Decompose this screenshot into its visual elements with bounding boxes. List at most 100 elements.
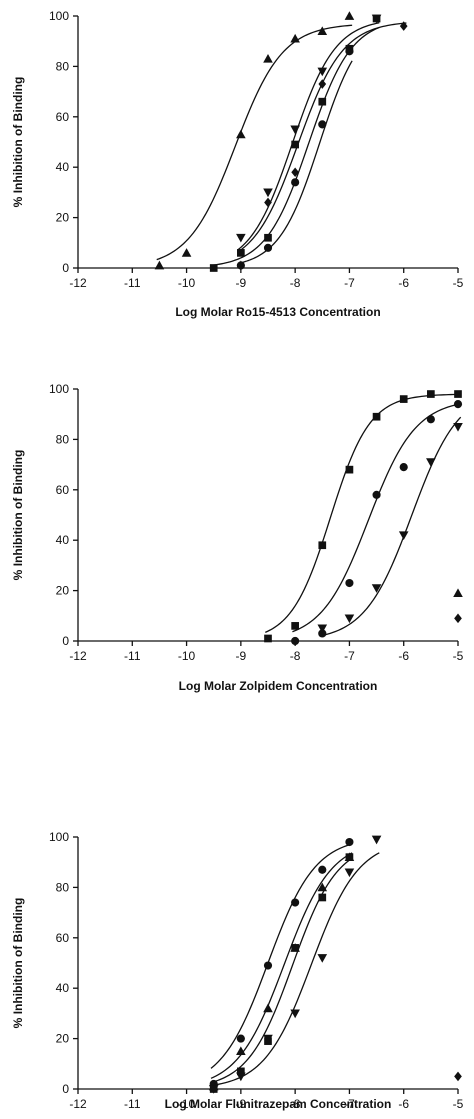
x-tick-label: -10 <box>178 649 196 663</box>
data-point-triangle-up <box>263 54 273 63</box>
data-point-circle <box>345 837 354 847</box>
x-tick-label: -8 <box>290 276 301 290</box>
data-point-square <box>209 264 218 272</box>
data-point-triangle-down <box>453 422 463 432</box>
data-point-triangle-up <box>290 33 300 43</box>
data-point-circle <box>345 578 354 588</box>
data-point-triangle-down <box>344 614 355 624</box>
series-triangle-down <box>236 14 382 251</box>
x-tick-label: -9 <box>236 1097 247 1111</box>
data-point-triangle-down <box>236 1072 246 1082</box>
data-point-diamond <box>318 79 327 89</box>
fit-curve-triangle-down <box>319 416 462 637</box>
x-tick-label: -10 <box>178 1097 196 1111</box>
y-axis-title: % Inhibition of Binding <box>11 77 25 208</box>
x-tick-label: -11 <box>124 1097 141 1111</box>
data-point-square <box>291 944 299 952</box>
data-point-triangle-up <box>154 260 165 270</box>
data-point-square <box>345 465 354 474</box>
series-triangle-up <box>208 852 355 1091</box>
data-point-circle <box>318 120 327 129</box>
data-point-square <box>454 390 462 398</box>
x-tick-label: -8 <box>290 1097 301 1111</box>
series-triangle-up <box>453 588 463 597</box>
data-point-triangle-down <box>208 1085 219 1094</box>
y-tick-label: 80 <box>56 880 70 894</box>
data-point-square <box>264 233 272 242</box>
data-point-triangle-up <box>236 129 246 139</box>
y-tick-label: 40 <box>56 160 70 174</box>
x-tick-label: -8 <box>290 649 301 663</box>
chart-flunitrazepam: 0 20 40 60 80 100 -12 -11 -10 -9 -8 -7 -6 -5 Log Molar… <box>11 830 464 1111</box>
x-axis-title: Log Molar Zolpidem Concentration <box>179 679 378 693</box>
data-point-triangle-down <box>290 125 300 135</box>
y-tick-label: 0 <box>62 634 69 648</box>
data-point-circle <box>372 490 381 499</box>
data-point-circle <box>318 865 327 874</box>
data-point-diamond <box>399 21 408 31</box>
data-point-circle <box>263 961 273 970</box>
data-point-triangle-down <box>263 188 273 198</box>
data-point-circle <box>291 898 300 907</box>
data-point-square <box>291 140 299 149</box>
data-point-circle <box>453 400 463 409</box>
y-tick-label: 60 <box>56 110 70 124</box>
y-tick-label: 100 <box>49 382 69 396</box>
data-point-square <box>318 893 327 902</box>
series-triangle-up <box>154 11 355 270</box>
x-tick-label: -11 <box>124 276 141 290</box>
series-diamond <box>454 613 462 624</box>
data-point-square <box>237 249 245 257</box>
x-tick-label: -12 <box>69 276 87 290</box>
x-axis-title: Log Molar Ro15-4513 Concentration <box>175 305 380 319</box>
series-diamond <box>454 1071 462 1082</box>
data-point-triangle-down <box>263 1034 273 1044</box>
data-point-square <box>237 1067 245 1076</box>
data-point-circle <box>236 1034 245 1043</box>
data-point-triangle-up <box>453 588 463 597</box>
data-point-diamond <box>264 197 272 208</box>
y-tick-label: 40 <box>56 981 70 995</box>
y-tick-label: 60 <box>56 483 70 497</box>
data-point-triangle-up <box>344 11 355 20</box>
data-point-diamond <box>454 1071 462 1082</box>
series-circle <box>236 47 354 270</box>
fit-curve-circle <box>210 843 353 1069</box>
x-tick-label: -11 <box>124 649 141 663</box>
y-tick-label: 20 <box>56 584 70 598</box>
x-tick-label: -7 <box>344 649 355 663</box>
y-tick-label: 40 <box>56 533 70 547</box>
data-point-diamond <box>291 167 299 178</box>
data-point-diamond <box>454 613 462 624</box>
chart-ro15-4513: 0 20 40 60 80 100 -12 -11 -10 -9 -8 -7 -6 -5 Log Molar… <box>11 9 464 319</box>
y-tick-label: 20 <box>56 211 70 225</box>
x-tick-label: -7 <box>344 1097 355 1111</box>
series-circle <box>291 400 463 646</box>
data-point-triangle-down <box>317 624 328 634</box>
y-axis-title: % Inhibition of Binding <box>11 898 25 1029</box>
fit-curve-circle <box>237 60 353 265</box>
y-tick-label: 100 <box>49 9 69 23</box>
x-tick-label: -6 <box>398 649 409 663</box>
x-tick-label: -5 <box>453 276 464 290</box>
data-point-square <box>399 395 408 403</box>
series-circle <box>209 837 354 1089</box>
fit-curve-triangle-down <box>210 852 380 1087</box>
data-point-triangle-up <box>236 1046 246 1056</box>
data-point-square <box>318 541 327 550</box>
data-point-triangle-down <box>398 531 409 540</box>
fit-curve-triangle-up <box>156 24 353 261</box>
data-point-square <box>372 14 381 23</box>
fit-curve-square <box>210 857 353 1084</box>
data-point-circle <box>263 243 273 252</box>
data-point-circle <box>236 261 245 270</box>
data-point-circle <box>345 47 354 56</box>
data-point-square <box>372 412 381 421</box>
x-tick-label: -6 <box>398 276 409 290</box>
x-tick-label: -5 <box>453 649 464 663</box>
x-tick-label: -6 <box>398 1097 409 1111</box>
x-tick-label: -9 <box>236 649 247 663</box>
fit-curve-triangle-up <box>210 852 353 1079</box>
y-tick-label: 80 <box>56 59 70 73</box>
